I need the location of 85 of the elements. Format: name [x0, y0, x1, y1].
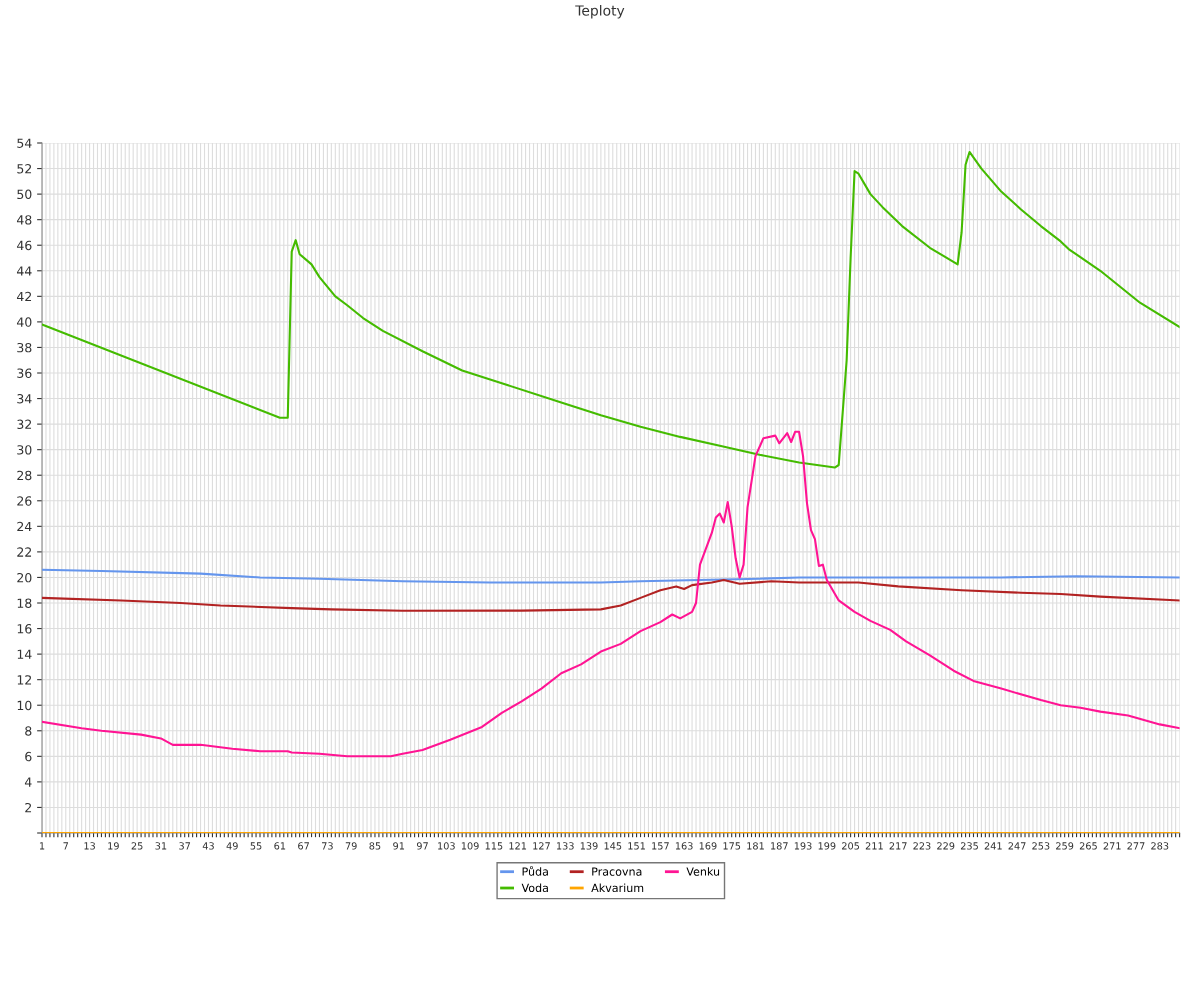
y-tick-label: 26: [17, 496, 32, 506]
y-tick-label: 38: [17, 342, 32, 353]
legend-label: Venku: [686, 867, 720, 876]
x-tick-label: 169: [699, 842, 717, 850]
x-tick-label: 7: [63, 842, 69, 850]
y-tick-label: 48: [16, 215, 32, 225]
legend-label: Pracovna: [592, 867, 642, 876]
x-tick-label: 175: [723, 842, 741, 850]
x-tick-label: 37: [179, 842, 191, 850]
x-tick-label: 133: [557, 842, 574, 850]
x-tick-label: 187: [771, 842, 788, 850]
y-tick-label: 4: [24, 777, 32, 787]
x-tick-label: 13: [84, 842, 95, 850]
x-tick-label: 127: [533, 842, 550, 850]
y-tick-label: 52: [17, 164, 32, 174]
y-tick-label: 24: [17, 521, 32, 532]
x-tick-label: 223: [913, 842, 931, 850]
x-tick-label: 97: [416, 842, 428, 850]
y-tick-label: 54: [17, 138, 32, 148]
y-tick-label: 20: [17, 572, 32, 583]
y-tick-label: 16: [17, 624, 32, 634]
y-tick-label: 32: [17, 419, 32, 430]
y-tick-label: 14: [17, 649, 32, 659]
x-tick-label: 211: [865, 842, 883, 850]
x-tick-label: 157: [652, 842, 669, 850]
y-tick-label: 44: [16, 266, 32, 276]
y-tick-label: 12: [17, 675, 32, 685]
x-tick-label: 277: [1127, 842, 1145, 850]
y-tick-label: 50: [17, 189, 32, 200]
line-series: [42, 150, 1180, 469]
x-tick-label: 181: [747, 842, 764, 850]
x-tick-label: 205: [842, 842, 860, 850]
x-tick-label: 25: [131, 842, 143, 850]
x-tick-label: 121: [509, 842, 527, 850]
line-series: [42, 568, 1180, 584]
y-tick-label: 34: [17, 394, 32, 404]
y-tick-label: 40: [16, 317, 32, 327]
x-tick-label: 265: [1079, 842, 1097, 850]
x-tick-label: 109: [461, 842, 479, 850]
y-tick-label: 30: [17, 445, 32, 455]
x-tick-label: 19: [108, 842, 119, 850]
y-tick-label: 8: [25, 726, 32, 736]
x-tick-label: 247: [1008, 842, 1026, 850]
line-series: [42, 578, 1180, 612]
y-tick-label: 10: [17, 700, 32, 711]
y-tick-label: 6: [25, 751, 32, 762]
x-tick-label: 163: [675, 842, 693, 850]
y-tick-label: 46: [16, 240, 32, 251]
x-tick-label: 91: [393, 842, 405, 850]
x-tick-label: 271: [1103, 842, 1121, 850]
x-tick-label: 55: [250, 842, 262, 850]
x-tick-label: 151: [628, 842, 645, 850]
y-tick-label: 2: [25, 802, 32, 813]
legend-label: Půda: [522, 866, 548, 876]
x-tick-label: 49: [226, 842, 238, 850]
x-tick-label: 79: [345, 842, 357, 850]
y-tick-label: 18: [17, 598, 32, 608]
x-tick-label: 145: [604, 842, 622, 850]
x-tick-label: 217: [889, 842, 907, 850]
legend-label: Akvarium: [591, 883, 644, 893]
x-tick-label: 31: [155, 842, 167, 850]
x-tick-label: 253: [1032, 842, 1050, 850]
x-tick-label: 235: [960, 842, 978, 850]
x-tick-label: 259: [1056, 842, 1074, 850]
x-tick-label: 283: [1151, 842, 1169, 850]
y-tick-label: 42: [16, 291, 32, 302]
x-tick-label: 73: [322, 842, 333, 850]
x-tick-label: 61: [274, 842, 286, 850]
x-tick-label: 85: [369, 842, 381, 850]
x-tick-label: 1: [39, 842, 45, 850]
x-tick-label: 229: [937, 842, 955, 850]
y-tick-label: 22: [17, 547, 32, 557]
legend-label: Voda: [521, 883, 548, 893]
x-tick-label: 241: [984, 842, 1002, 850]
x-tick-label: 193: [794, 842, 812, 850]
x-tick-label: 115: [485, 842, 503, 850]
x-tick-label: 67: [298, 842, 309, 850]
x-tick-label: 199: [818, 842, 836, 850]
chart-title: Teploty: [575, 5, 625, 19]
y-tick-label: 36: [17, 368, 32, 378]
x-tick-label: 139: [580, 842, 598, 850]
x-tick-label: 43: [202, 842, 214, 850]
x-tick-label: 103: [438, 842, 455, 850]
line-series: [42, 430, 1180, 758]
y-tick-label: 28: [17, 470, 32, 481]
